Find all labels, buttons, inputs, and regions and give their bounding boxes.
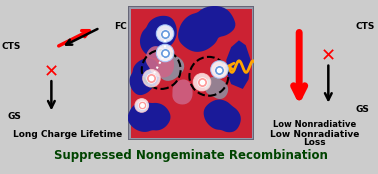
Bar	[128, 6, 254, 140]
Bar	[131, 9, 251, 137]
Polygon shape	[204, 100, 241, 132]
Polygon shape	[178, 6, 235, 52]
FancyBboxPatch shape	[8, 4, 128, 142]
Circle shape	[193, 73, 211, 91]
Text: Low Nonradiative: Low Nonradiative	[270, 130, 359, 139]
Text: Loss: Loss	[304, 138, 326, 147]
Text: Low Nonradiative: Low Nonradiative	[273, 120, 356, 129]
FancyBboxPatch shape	[8, 140, 375, 172]
Polygon shape	[204, 77, 228, 99]
Polygon shape	[226, 40, 251, 89]
Text: CTS: CTS	[2, 42, 21, 51]
Text: GS: GS	[356, 105, 369, 114]
Text: GS: GS	[8, 112, 21, 121]
Circle shape	[143, 69, 160, 87]
Text: Long Charge Lifetime: Long Charge Lifetime	[13, 130, 122, 139]
Polygon shape	[146, 46, 174, 78]
Text: ✕: ✕	[44, 64, 59, 81]
Text: CTS: CTS	[356, 22, 375, 31]
Polygon shape	[140, 16, 177, 58]
Circle shape	[156, 44, 174, 62]
Text: FC: FC	[115, 22, 127, 31]
Circle shape	[211, 61, 228, 78]
Text: Suppressed Nongeminate Recombination: Suppressed Nongeminate Recombination	[54, 149, 328, 163]
Circle shape	[156, 25, 174, 42]
Polygon shape	[157, 56, 184, 81]
Text: ✕: ✕	[321, 47, 336, 65]
Polygon shape	[128, 102, 170, 132]
Circle shape	[135, 99, 149, 112]
Polygon shape	[172, 80, 192, 104]
FancyBboxPatch shape	[254, 4, 375, 142]
Polygon shape	[130, 58, 160, 95]
Bar	[128, 6, 254, 140]
